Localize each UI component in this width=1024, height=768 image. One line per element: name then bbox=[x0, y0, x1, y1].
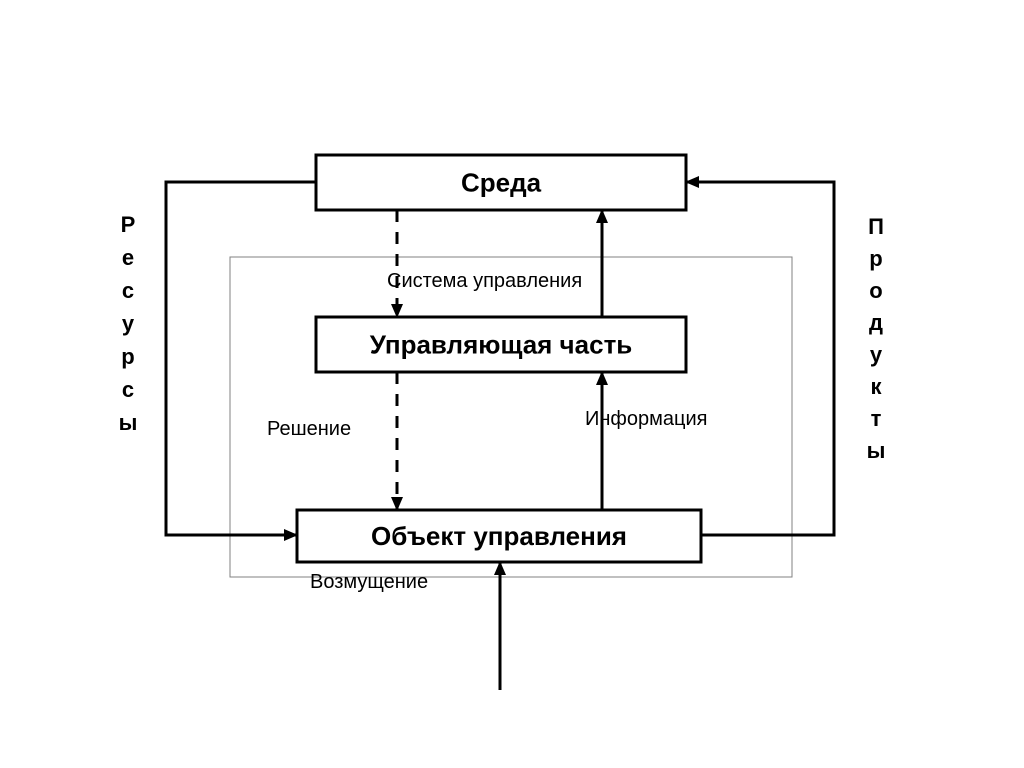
svg-text:о: о bbox=[869, 278, 882, 303]
object-right-to-env bbox=[686, 182, 834, 535]
svg-text:у: у bbox=[870, 342, 883, 367]
svg-text:е: е bbox=[122, 245, 134, 270]
env-left-to-object bbox=[166, 182, 316, 535]
information-label: Информация bbox=[585, 408, 707, 430]
svg-text:Р: Р bbox=[121, 212, 136, 237]
control-object-node: Объект управления bbox=[297, 510, 701, 562]
svg-text:т: т bbox=[871, 406, 882, 431]
svg-text:у: у bbox=[122, 311, 135, 336]
control-unit-label: Управляющая часть bbox=[370, 329, 633, 359]
solution-label: Решение bbox=[267, 418, 351, 440]
perturbation-label: Возмущение bbox=[310, 571, 428, 593]
svg-text:д: д bbox=[869, 310, 883, 335]
products-side-label: Продукты bbox=[867, 214, 886, 463]
environment-node: Среда bbox=[316, 155, 686, 210]
svg-text:ы: ы bbox=[119, 410, 138, 435]
svg-text:с: с bbox=[122, 377, 134, 402]
control-object-label: Объект управления bbox=[371, 521, 627, 551]
svg-text:ы: ы bbox=[867, 438, 886, 463]
svg-text:р: р bbox=[121, 344, 134, 369]
resources-side-label: Ресурсы bbox=[119, 212, 138, 435]
system-container-label: Система управления bbox=[387, 270, 582, 292]
svg-text:с: с bbox=[122, 278, 134, 303]
management-system-diagram: Система управления Среда Управляющая час… bbox=[0, 0, 1024, 768]
svg-text:П: П bbox=[868, 214, 884, 239]
svg-text:к: к bbox=[870, 374, 882, 399]
control-unit-node: Управляющая часть bbox=[316, 317, 686, 372]
svg-text:р: р bbox=[869, 246, 882, 271]
environment-label: Среда bbox=[461, 167, 542, 197]
